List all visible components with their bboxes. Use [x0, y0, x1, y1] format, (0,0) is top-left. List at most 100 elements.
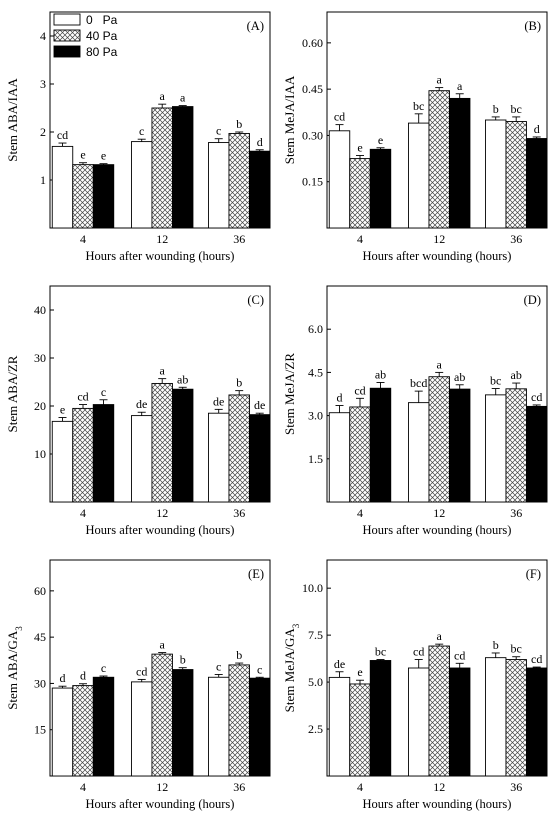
legend-label: 40 Pa — [86, 29, 118, 43]
bar-s1-36 — [485, 657, 507, 777]
y-tick-label: 5.0 — [308, 675, 323, 689]
legend: 0 Pa 40 Pa 80 Pa — [53, 13, 118, 59]
significance-letter: de — [254, 398, 265, 412]
bar-s1-12 — [130, 141, 153, 229]
panel-label: (B) — [524, 19, 541, 33]
y-axis-label: Stem MeJA/IAA — [282, 75, 297, 164]
significance-letter: cd — [454, 648, 465, 662]
panel-label: (D) — [524, 293, 541, 307]
significance-letter: e — [60, 403, 65, 417]
x-tick-label: 4 — [80, 780, 86, 794]
significance-letter: cd — [77, 390, 88, 404]
bar-s2-4 — [349, 406, 371, 503]
significance-letter: c — [101, 385, 106, 399]
y-tick-label: 45 — [34, 630, 46, 644]
bar-s3-36 — [248, 414, 271, 503]
significance-letter: c — [216, 659, 221, 673]
y-tick-label: 1 — [40, 173, 46, 187]
significance-letter: ab — [177, 372, 188, 386]
significance-letter: b — [236, 117, 242, 131]
significance-letter: bc — [511, 642, 522, 656]
bar-s3-12 — [171, 388, 194, 503]
significance-letter: b — [493, 638, 499, 652]
x-tick-label: 4 — [80, 506, 86, 520]
x-axis-label: Hours after wounding (hours) — [363, 523, 512, 537]
bar-s2-4 — [349, 683, 371, 777]
x-tick-label: 12 — [156, 506, 168, 520]
bar-s3-4 — [369, 660, 392, 777]
x-tick-label: 12 — [433, 506, 445, 520]
legend-swatch — [53, 45, 81, 58]
bar-s1-12 — [130, 415, 153, 503]
significance-letter: a — [437, 73, 443, 87]
x-tick-label: 4 — [80, 232, 86, 246]
y-tick-label: 10 — [34, 447, 46, 461]
bar-s3-12 — [449, 667, 471, 777]
bar-s2-4 — [72, 407, 94, 503]
bar-s1-12 — [408, 402, 430, 503]
x-tick-label: 36 — [510, 780, 522, 794]
bar-s2-4 — [72, 685, 94, 777]
x-tick-label: 36 — [233, 232, 245, 246]
significance-letter: b — [236, 648, 242, 662]
legend-swatch — [53, 13, 81, 26]
significance-letter: bc — [413, 99, 424, 113]
bar-s2-36 — [228, 394, 250, 503]
significance-letter: c — [257, 662, 262, 676]
y-tick-label: 7.5 — [308, 628, 323, 642]
bar-s1-36 — [207, 412, 230, 503]
bar-s1-4 — [51, 687, 74, 777]
significance-letter: bc — [490, 374, 501, 388]
panel-label: (F) — [526, 567, 541, 581]
panel-6: 2.5 5.0 7.5 10.0 4 12 36 Hours after wounding (… — [282, 559, 548, 811]
significance-letter: e — [357, 665, 362, 679]
x-tick-label: 12 — [433, 232, 445, 246]
bar-s2-36 — [228, 132, 250, 229]
bar-s2-36 — [228, 664, 250, 777]
bar-s3-12 — [449, 97, 471, 229]
y-tick-label: 3.0 — [308, 409, 323, 423]
significance-letter: d — [534, 122, 540, 136]
bar-s1-36 — [207, 676, 230, 777]
bar-s3-12 — [171, 669, 194, 777]
x-tick-label: 36 — [233, 780, 245, 794]
significance-letter: de — [334, 657, 345, 671]
bar-s3-4 — [369, 387, 392, 503]
x-tick-label: 4 — [357, 780, 363, 794]
bar-s3-4 — [92, 676, 115, 777]
significance-letter: a — [160, 364, 166, 378]
bar-s1-4 — [328, 676, 351, 777]
significance-letter: c — [101, 661, 106, 675]
significance-letter: bc — [511, 102, 522, 116]
significance-letter: d — [257, 135, 263, 149]
x-axis-label: Hours after wounding (hours) — [363, 249, 512, 263]
significance-letter: d — [60, 671, 66, 685]
y-tick-label: 20 — [34, 399, 46, 413]
significance-letter: ab — [375, 367, 386, 381]
x-axis-label: Hours after wounding (hours) — [363, 797, 512, 811]
y-tick-label: 4 — [40, 29, 46, 43]
bar-s2-36 — [505, 659, 527, 777]
y-tick-label: 60 — [34, 584, 46, 598]
panel-3: 10 20 30 40 4 12 36 Hours after wounding (hours… — [5, 285, 271, 537]
x-tick-label: 4 — [357, 232, 363, 246]
y-tick-label: 10.0 — [302, 581, 323, 595]
bar-s1-4 — [328, 130, 351, 229]
significance-letter: a — [180, 91, 186, 105]
x-axis-label: Hours after wounding (hours) — [86, 523, 235, 537]
bar-s1-12 — [408, 667, 430, 777]
significance-letter: cd — [136, 664, 147, 678]
y-tick-label: 15 — [34, 723, 46, 737]
legend-label: 0 Pa — [86, 13, 118, 27]
bar-s2-12 — [428, 376, 450, 503]
bar-s3-36 — [248, 677, 271, 777]
y-tick-label: 2.5 — [308, 722, 323, 736]
bar-s3-36 — [526, 667, 548, 777]
significance-letter: d — [337, 391, 343, 405]
bar-s2-12 — [151, 653, 173, 777]
y-tick-label: 3 — [40, 77, 46, 91]
x-axis-label: Hours after wounding (hours) — [86, 249, 235, 263]
y-axis-label: Stem MeJA/GA3 — [282, 623, 301, 712]
y-tick-label: 0.60 — [302, 36, 323, 50]
